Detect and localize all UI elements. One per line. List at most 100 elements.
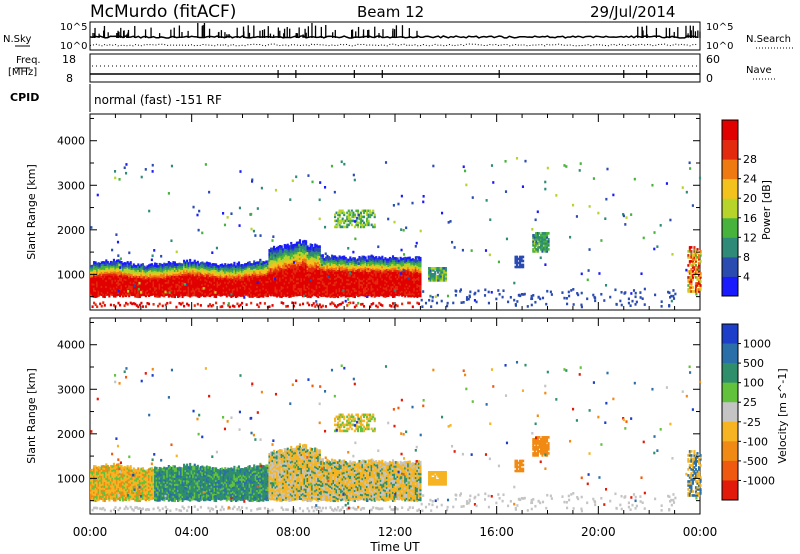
power-echo-cell: [349, 301, 352, 305]
power-echo-cell: [382, 264, 385, 268]
power-echo-cell: [364, 288, 367, 292]
power-echo-cell: [434, 277, 437, 280]
power-echo-cell: [250, 227, 253, 231]
power-echo-cell: [114, 289, 117, 292]
power-echo-cell: [259, 268, 262, 272]
power-echo-cell: [438, 279, 441, 282]
power-echo-cell: [306, 269, 309, 273]
power-echo-cell: [183, 269, 186, 273]
power-echo-cell: [411, 262, 414, 265]
power-echo-cell: [539, 242, 542, 245]
power-echo-cell: [387, 270, 390, 273]
power-echo-cell: [690, 284, 693, 287]
power-echo-cell: [152, 288, 155, 292]
power-echo-cell: [690, 264, 693, 267]
power-echo-cell: [338, 269, 341, 273]
power-echo-cell: [105, 261, 108, 264]
power-echo-cell: [297, 293, 300, 297]
power-echo-cell: [106, 281, 109, 284]
power-echo-cell: [109, 270, 112, 274]
power-echo-cell: [189, 262, 192, 266]
power-echo-cell: [356, 272, 359, 276]
power-echo-cell: [102, 287, 105, 290]
power-echo-cell: [286, 247, 289, 251]
power-echo-cell: [311, 290, 314, 293]
power-echo-cell: [140, 269, 143, 273]
power-echo-cell: [305, 264, 308, 267]
power-echo-cell: [178, 288, 181, 292]
power-echo-cell: [370, 264, 373, 268]
power-echo-cell: [204, 274, 207, 278]
power-echo-cell: [146, 277, 149, 280]
power-echo-cell: [204, 276, 207, 280]
power-echo-cell: [192, 269, 195, 273]
power-echo-cell: [490, 164, 494, 167]
power-echo-cell: [114, 274, 117, 278]
power-echo-cell: [91, 274, 94, 278]
power-echo-cell: [370, 284, 373, 288]
power-echo-cell: [330, 260, 334, 264]
power-echo-cell: [242, 282, 245, 285]
power-echo-cell: [687, 270, 690, 273]
power-echo-cell: [341, 217, 344, 221]
power-echo-cell: [151, 263, 154, 266]
power-echo-cell: [251, 275, 254, 278]
power-echo-cell: [362, 211, 366, 215]
power-echo-cell: [364, 266, 367, 270]
power-echo-cell: [218, 281, 221, 284]
power-echo-cell: [311, 258, 314, 261]
power-echo-cell: [375, 268, 378, 271]
power-echo-cell: [277, 263, 280, 267]
power-echo-cell: [340, 211, 343, 215]
power-echo-cell: [318, 261, 321, 264]
power-echo-cell: [91, 288, 94, 292]
power-echo-cell: [306, 247, 309, 250]
power-echo-cell: [361, 275, 364, 279]
power-echo-cell: [288, 263, 291, 266]
power-echo-cell: [414, 262, 417, 265]
power-echo-cell: [108, 264, 111, 268]
power-echo-cell: [120, 287, 123, 290]
power-echo-cell: [308, 254, 311, 258]
power-echo-cell: [407, 262, 410, 266]
power-echo-cell: [248, 283, 251, 286]
power-echo-cell: [301, 248, 305, 252]
power-echo-cell: [288, 245, 291, 248]
power-echo-cell: [131, 285, 134, 289]
power-echo-cell: [359, 211, 363, 215]
power-echo-cell: [167, 275, 170, 278]
power-echo-cell: [372, 285, 375, 289]
power-echo-cell: [413, 285, 416, 288]
power-echo-cell: [253, 262, 256, 266]
power-echo-cell: [280, 283, 283, 287]
power-echo-cell: [688, 250, 691, 253]
power-echo-cell: [327, 256, 331, 259]
power-echo-cell: [361, 261, 364, 265]
power-echo-cell: [408, 272, 411, 276]
power-echo-cell: [102, 277, 105, 280]
power-echo-cell: [257, 265, 260, 268]
power-echo-cell: [303, 265, 306, 269]
power-echo-cell: [344, 258, 347, 262]
power-echo-cell: [161, 292, 164, 295]
power-echo-cell: [309, 261, 312, 265]
power-echo-cell: [378, 280, 381, 283]
power-echo-cell: [283, 252, 286, 255]
power-echo-cell: [352, 275, 355, 278]
power-echo-cell: [224, 285, 227, 288]
power-echo-cell: [183, 279, 186, 283]
power-echo-cell: [276, 294, 279, 298]
power-echo-cell: [289, 198, 292, 201]
power-echo-cell: [269, 251, 273, 255]
power-echo-cell: [398, 283, 401, 287]
power-echo-cell: [350, 262, 353, 265]
power-echo-cell: [361, 209, 364, 213]
power-echo-cell: [370, 294, 373, 298]
power-echo-cell: [694, 288, 698, 291]
power-echo-cell: [152, 266, 155, 270]
power-echo-cell: [158, 268, 161, 272]
power-echo-cell: [393, 295, 396, 298]
power-echo-cell: [233, 291, 236, 295]
power-echo-cell: [520, 265, 523, 269]
power-echo-cell: [282, 290, 285, 293]
